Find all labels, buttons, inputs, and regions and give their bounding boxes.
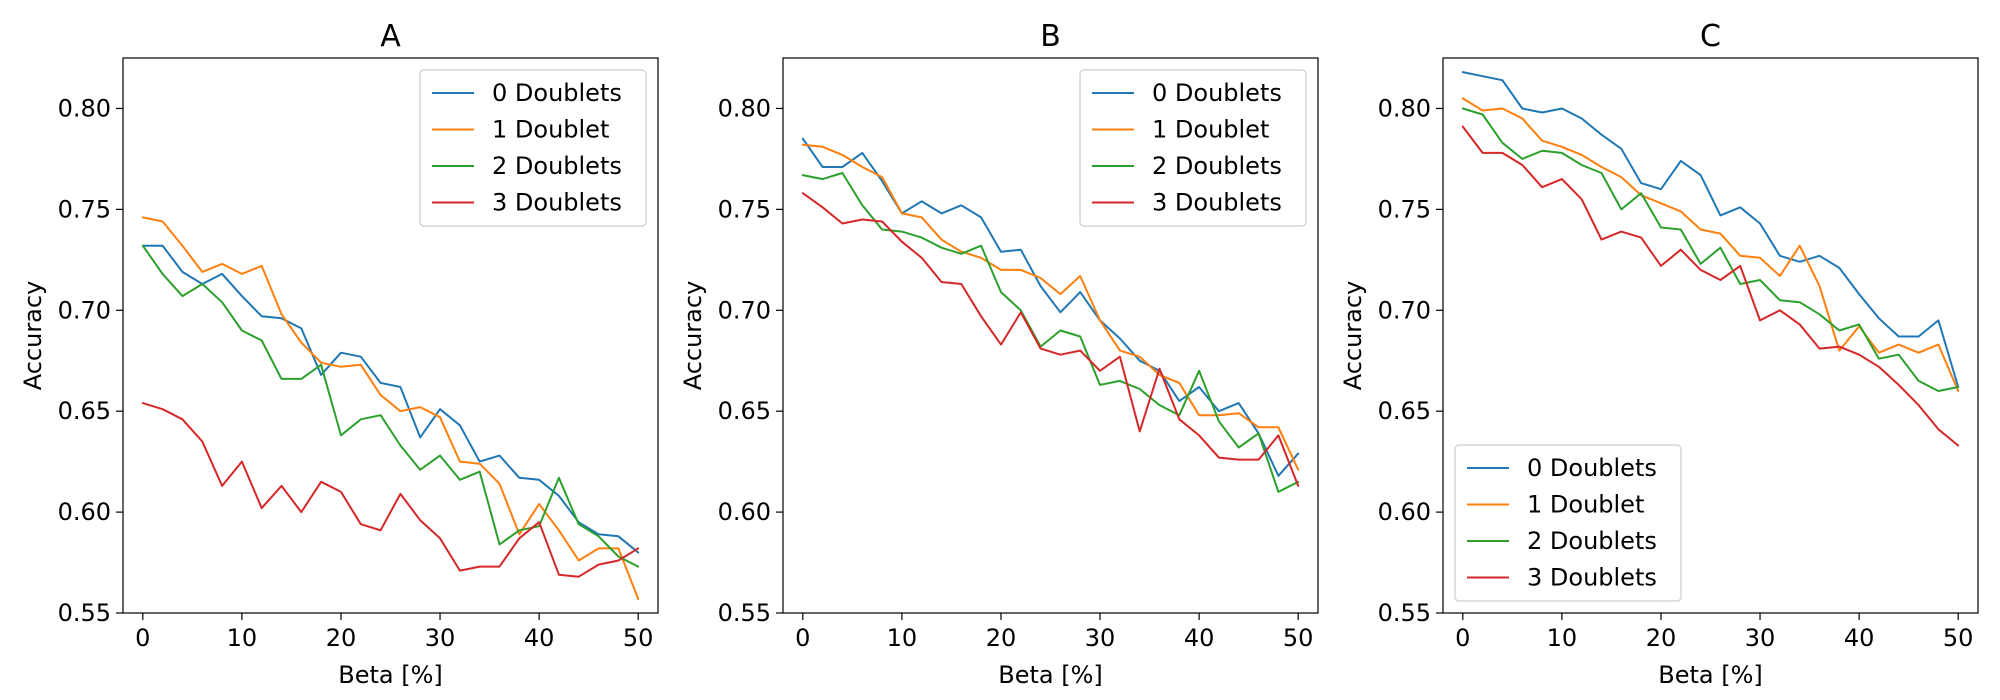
chart-title: A: [380, 19, 401, 54]
y-tick-label: 0.75: [718, 195, 771, 223]
chart-panel-b: B 0 10 20 30 40 50 0.55 0.60 0.65 0.70 0.75 0.80 Beta…: [679, 19, 1319, 689]
y-tick-label: 0.75: [58, 195, 111, 223]
series-line-0-doublets: [801, 137, 1300, 477]
y-tick-label: 0.80: [718, 94, 771, 122]
y-axis-label: Accuracy: [19, 281, 47, 391]
x-axis-label: Beta [%]: [338, 661, 443, 689]
y-tick-label: 0.55: [718, 599, 771, 627]
x-tick-label: 10: [887, 624, 918, 652]
y-tick-label: 0.70: [1378, 296, 1431, 324]
legend-box: [1079, 69, 1307, 227]
chart-panel-a: A 0 10 20 30 40 50 0.55 0.60 0.65 0.70 0.75 0.80 Beta…: [19, 19, 659, 689]
legend: 0 Doublets 1 Doublet 2 Doublets 3 Doublets: [1454, 444, 1682, 602]
legend-label: 2 Doublets: [1152, 152, 1282, 180]
chart-title: C: [1700, 19, 1721, 54]
x-axis-label: Beta [%]: [1658, 661, 1763, 689]
series-line-2-doublets: [1461, 107, 1960, 392]
x-tick-label: 50: [623, 624, 654, 652]
series-line-2-doublets: [141, 244, 640, 568]
plot-area-frame: [782, 57, 1319, 614]
chart-title: B: [1040, 19, 1061, 54]
legend-label: 1 Doublet: [1527, 491, 1644, 519]
series-line-1-doublets: [1461, 97, 1960, 392]
x-tick-label: 30: [425, 624, 456, 652]
x-axis-label: Beta [%]: [998, 661, 1103, 689]
y-tick-label: 0.65: [718, 397, 771, 425]
legend-box: [1454, 444, 1682, 602]
legend-label: 0 Doublets: [1152, 79, 1282, 107]
x-tick-label: 30: [1085, 624, 1116, 652]
series-line-2-doublets: [801, 172, 1300, 493]
x-tick-label: 0: [1455, 624, 1470, 652]
series-line-0-doublets: [1461, 71, 1960, 388]
series-line-0-doublets: [141, 244, 640, 554]
x-tick-label: 40: [1844, 624, 1875, 652]
legend-label: 0 Doublets: [1527, 454, 1657, 482]
legend-label: 3 Doublets: [1152, 189, 1282, 217]
y-tick-label: 0.70: [58, 296, 111, 324]
legend-label: 3 Doublets: [1527, 564, 1657, 592]
series-line-3-doublets: [1461, 125, 1960, 447]
x-tick-label: 10: [1547, 624, 1578, 652]
y-tick-label: 0.70: [718, 296, 771, 324]
legend-label: 1 Doublet: [1152, 116, 1269, 144]
legend-label: 2 Doublets: [492, 152, 622, 180]
legend-label: 0 Doublets: [492, 79, 622, 107]
x-tick-label: 0: [135, 624, 150, 652]
y-tick-label: 0.75: [1378, 195, 1431, 223]
legend-label: 3 Doublets: [492, 189, 622, 217]
y-axis-label: Accuracy: [679, 281, 707, 391]
legend-box: [419, 69, 647, 227]
x-tick-label: 20: [326, 624, 357, 652]
y-axis-label: Accuracy: [1339, 281, 1367, 391]
x-tick-label: 50: [1943, 624, 1974, 652]
series-line-1-doublets: [141, 216, 640, 600]
x-tick-label: 20: [986, 624, 1017, 652]
x-tick-label: 10: [227, 624, 258, 652]
x-tick-label: 40: [1184, 624, 1215, 652]
y-tick-label: 0.55: [1378, 599, 1431, 627]
x-tick-label: 30: [1745, 624, 1776, 652]
x-tick-label: 50: [1283, 624, 1314, 652]
y-tick-label: 0.60: [1378, 498, 1431, 526]
plot-area-frame: [122, 57, 659, 614]
chart-panel-c: C 0 10 20 30 40 50 0.55 0.60 0.65 0.70 0.75 0.80 Beta…: [1339, 19, 1979, 689]
x-tick-label: 0: [795, 624, 810, 652]
y-tick-label: 0.65: [1378, 397, 1431, 425]
x-tick-label: 40: [524, 624, 555, 652]
series-line-3-doublets: [141, 402, 640, 578]
legend: 0 Doublets 1 Doublet 2 Doublets 3 Doublets: [1079, 69, 1307, 227]
y-tick-label: 0.80: [1378, 94, 1431, 122]
y-tick-label: 0.55: [58, 599, 111, 627]
y-tick-label: 0.80: [58, 94, 111, 122]
y-tick-label: 0.60: [58, 498, 111, 526]
x-tick-label: 20: [1646, 624, 1677, 652]
series-line-3-doublets: [801, 192, 1300, 487]
y-tick-label: 0.65: [58, 397, 111, 425]
legend: 0 Doublets 1 Doublet 2 Doublets 3 Doublets: [419, 69, 647, 227]
legend-label: 1 Doublet: [492, 116, 609, 144]
plot-area-frame: [1442, 57, 1979, 614]
legend-label: 2 Doublets: [1527, 527, 1657, 555]
y-tick-label: 0.60: [718, 498, 771, 526]
